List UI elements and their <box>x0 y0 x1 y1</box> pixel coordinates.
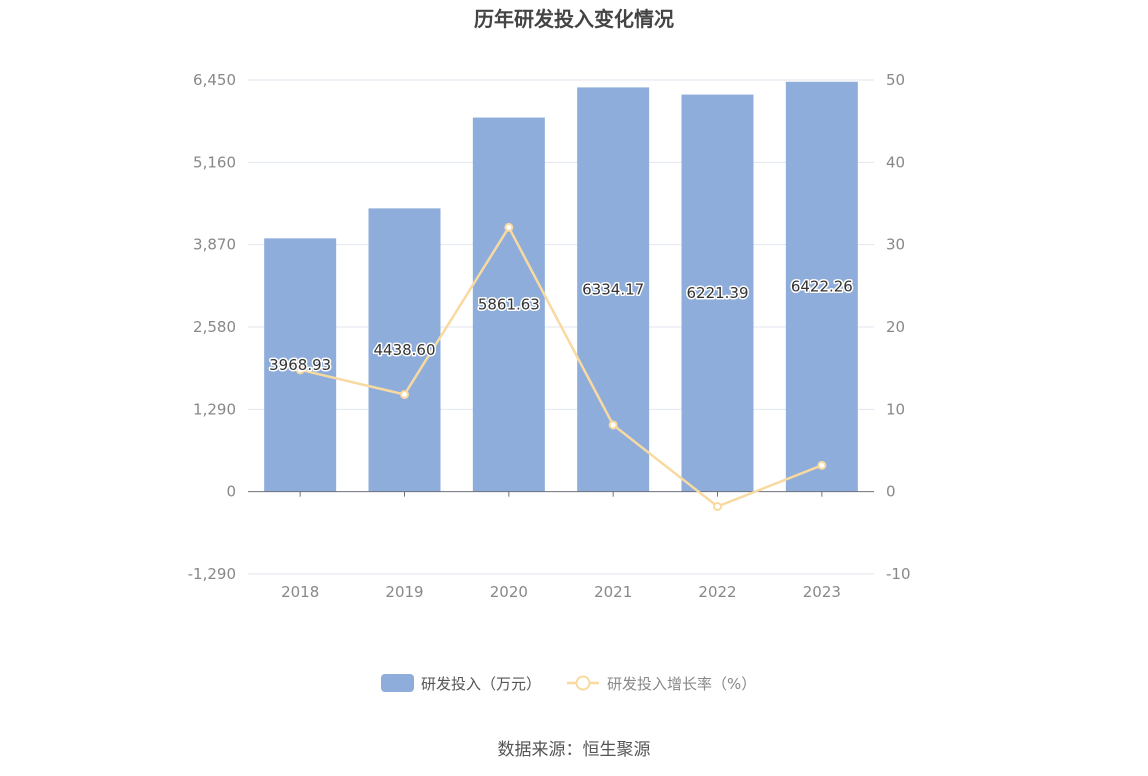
bar <box>785 81 858 492</box>
y-left-tick-label: 3,870 <box>193 236 236 254</box>
axes: -1,290 0 1,290 2,580 3,870 5,160 6,450 -10 0 10 20… <box>188 71 911 601</box>
growth-point <box>295 365 305 375</box>
bar-value-label: 6422.26 <box>791 278 853 296</box>
growth-point <box>817 460 827 470</box>
chart-title: 历年研发投入变化情况 <box>474 7 674 31</box>
y-left-tick-label: 2,580 <box>193 318 236 336</box>
bars <box>264 81 858 492</box>
bar-value-label: 3968.93 <box>269 356 331 374</box>
growth-point <box>608 420 618 430</box>
legend-line-marker <box>575 675 591 691</box>
y-right-tick-label: -10 <box>886 565 911 583</box>
growth-point <box>713 501 722 511</box>
y-right-tick-label: 10 <box>886 400 905 418</box>
growth-point <box>504 222 514 232</box>
legend-item-line[interactable]: 研发投入增长率（%） <box>567 675 756 693</box>
bar-value-label: 6334.17 <box>582 281 644 299</box>
x-tick-label: 2023 <box>803 583 841 601</box>
bar-value-label: 6221.39 <box>686 284 748 302</box>
bar-labels: 3968.93 4438.60 5861.63 6334.17 6221.39 6422.… <box>268 276 855 375</box>
legend-item-bar[interactable]: 研发投入（万元） <box>381 674 541 693</box>
legend-line-label: 研发投入增长率（%） <box>607 675 756 693</box>
bar-value-label: 4438.60 <box>373 341 435 359</box>
bar <box>681 94 754 492</box>
y-left-tick-label: 1,290 <box>193 400 236 418</box>
x-tick-label: 2018 <box>281 583 319 601</box>
bar <box>264 238 337 492</box>
bar <box>472 117 545 492</box>
y-right-tick-label: 20 <box>886 318 905 336</box>
y-left-tick-label: 6,450 <box>193 71 236 89</box>
bar <box>368 208 441 492</box>
y-left-tick-label: 0 <box>226 483 236 501</box>
growth-line-path <box>299 224 823 508</box>
source-note: 数据来源：恒生聚源 <box>498 740 651 760</box>
y-right-tick-label: 30 <box>886 236 905 254</box>
y-left-tick-label: 5,160 <box>193 153 236 171</box>
growth-point <box>400 390 409 400</box>
legend-bar-swatch <box>381 674 414 692</box>
y-left-tick-label: -1,290 <box>188 565 236 583</box>
x-tick-label: 2020 <box>490 583 528 601</box>
y-right-tick-label: 50 <box>886 71 905 89</box>
legend[interactable]: 研发投入（万元） 研发投入增长率（%） <box>381 674 756 693</box>
bar-value-label: 5861.63 <box>478 296 540 314</box>
growth-line <box>295 222 827 511</box>
x-tick-label: 2019 <box>385 583 423 601</box>
y-right-tick-label: 0 <box>886 483 896 501</box>
x-tick-label: 2022 <box>698 583 736 601</box>
y-right-tick-label: 40 <box>886 153 905 171</box>
x-tick-label: 2021 <box>594 583 632 601</box>
legend-bar-label: 研发投入（万元） <box>421 675 541 693</box>
